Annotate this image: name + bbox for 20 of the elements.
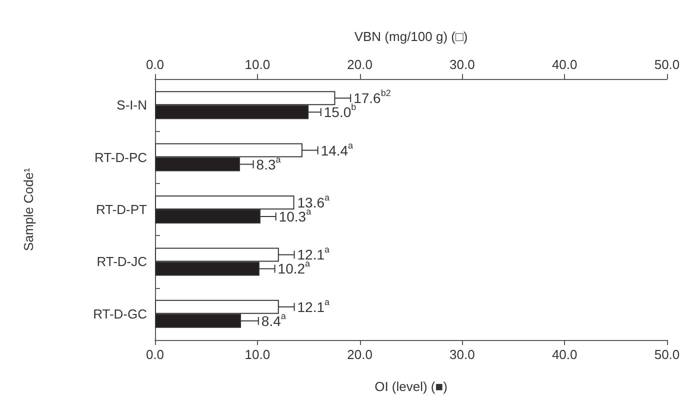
x2-tick-label: 20.0	[347, 57, 372, 72]
y-tick-label: RT-D-JC	[96, 254, 147, 270]
y-tick-label: RT-D-PC	[94, 150, 147, 165]
x-tick-label: 40.0	[552, 347, 578, 362]
x2-tick-label: 10.0	[244, 57, 270, 72]
x-tick-label: 30.0	[450, 347, 475, 362]
y-tick-label: RT-D-GC	[93, 306, 147, 322]
x-tick-label: 50.0	[654, 347, 680, 362]
x-tick-label: 20.0	[347, 347, 372, 362]
x2-tick-label: 0.0	[146, 57, 164, 72]
y-tick-label: S-I-N	[116, 98, 147, 113]
y-tick-label: RT-D-PT	[96, 202, 148, 217]
x2-tick-label: 40.0	[552, 57, 578, 72]
x2-tick-label: 50.0	[654, 57, 680, 72]
x2-axis-title: VBN (mg/100 g) (□)	[354, 29, 468, 44]
y-axis-title: Sample Code¹	[21, 167, 36, 252]
x-tick-label: 0.0	[146, 347, 164, 362]
x-axis-title: OI (level) (■)	[374, 379, 448, 394]
x2-tick-label: 30.0	[450, 57, 475, 72]
x-tick-label: 10.0	[244, 347, 270, 362]
